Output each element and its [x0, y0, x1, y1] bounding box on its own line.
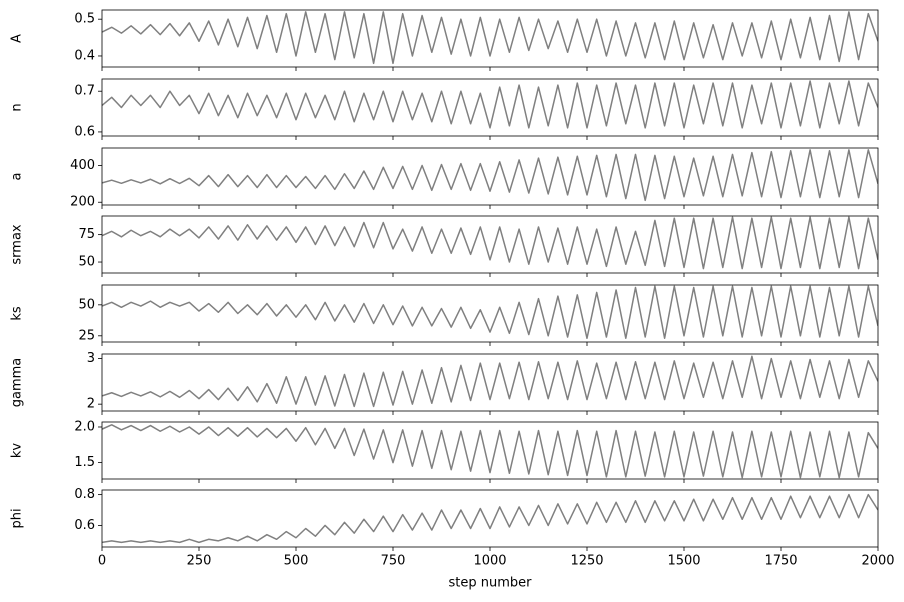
x-tick-label: 500 [284, 554, 309, 569]
y-tick-label: 3 [87, 351, 95, 366]
y-tick-label: 0.6 [74, 124, 95, 139]
y-tick-label: 50 [78, 297, 95, 312]
x-axis-label: step number [449, 576, 533, 591]
y-axis-label: n [10, 103, 25, 111]
trace-line [102, 355, 878, 408]
y-tick-label: 200 [70, 195, 95, 210]
y-axis-label: kv [10, 443, 25, 459]
x-tick-label: 1250 [570, 554, 603, 569]
trace-line [102, 285, 878, 340]
y-axis-label: A [10, 34, 25, 43]
y-axis-label: phi [10, 508, 25, 528]
y-tick-label: 0.5 [74, 12, 95, 27]
y-axis-label: gamma [10, 358, 25, 408]
trace-line [102, 216, 878, 270]
y-tick-label: 0.6 [74, 518, 95, 533]
x-tick-label: 750 [381, 554, 406, 569]
x-tick-label: 1000 [473, 554, 506, 569]
x-tick-label: 2000 [861, 554, 894, 569]
y-axis-label: a [10, 173, 25, 181]
x-tick-label: 250 [187, 554, 212, 569]
trace-line [102, 424, 878, 479]
y-tick-label: 75 [78, 227, 95, 242]
trace-line [102, 149, 878, 202]
panel-frame [101, 353, 879, 412]
y-tick-label: 400 [70, 158, 95, 173]
y-tick-label: 25 [78, 328, 95, 343]
x-tick-label: 0 [98, 554, 106, 569]
y-tick-label: 0.7 [74, 84, 95, 99]
x-tick-label: 1500 [667, 554, 700, 569]
y-axis-label: srmax [10, 224, 25, 265]
trace-line [102, 493, 878, 544]
y-tick-label: 2 [87, 397, 95, 412]
trace-line [102, 11, 878, 65]
x-tick-label: 1750 [764, 554, 797, 569]
y-tick-label: 0.4 [74, 48, 95, 63]
y-tick-label: 1.5 [74, 455, 95, 470]
y-axis-label: ks [10, 306, 25, 321]
y-tick-label: 50 [78, 255, 95, 270]
y-tick-label: 2.0 [74, 419, 95, 434]
trace-line [102, 80, 878, 129]
y-tick-label: 0.8 [74, 487, 95, 502]
